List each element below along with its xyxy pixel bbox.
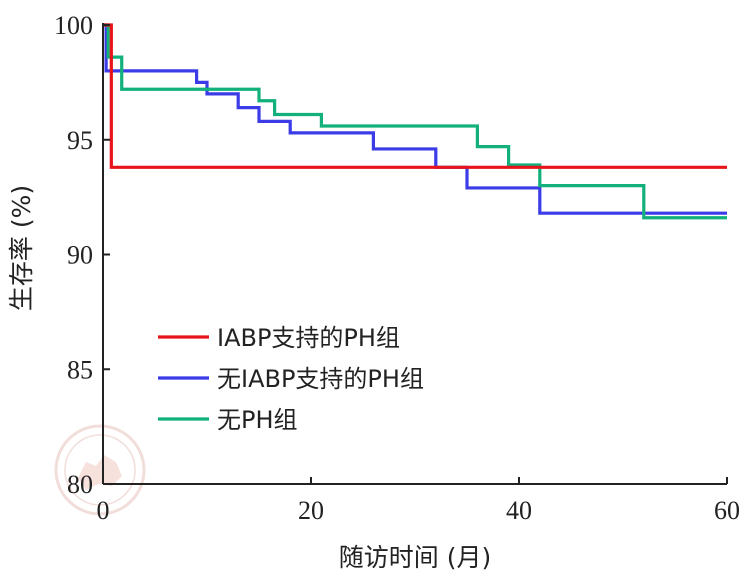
series-line-2 [103,23,727,220]
association-seal-watermark [54,424,146,516]
legend-label-0: IABP支持的PH组 [217,324,400,352]
y-axis-title: 生存率 (%) [7,185,36,311]
y-tick-label: 95 [67,126,93,155]
x-tick-label: 60 [714,496,740,525]
y-tick-label: 80 [67,470,93,499]
legend-label-2: 无PH组 [217,406,298,434]
x-axis-title: 随访时间 (月) [339,543,491,572]
y-tick-label: 90 [67,241,93,270]
x-tick-label: 0 [97,496,110,525]
legend-label-1: 无IABP支持的PH组 [217,365,424,393]
series-line-1 [103,23,727,215]
y-tick-label: 85 [67,355,93,384]
x-tick-label: 20 [298,496,324,525]
x-tick-label: 40 [506,496,532,525]
series-line-0 [103,23,727,169]
y-tick-label: 100 [54,11,93,40]
